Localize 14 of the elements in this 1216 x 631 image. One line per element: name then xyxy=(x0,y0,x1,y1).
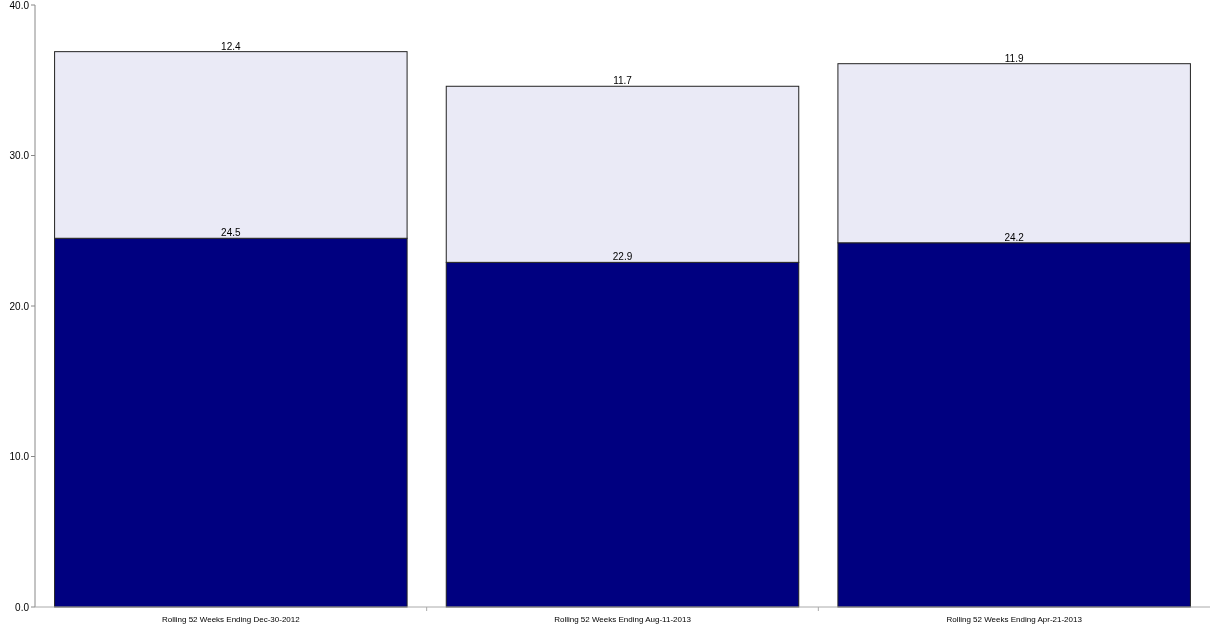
y-tick-label: 10.0 xyxy=(9,451,30,462)
data-label: 12.4 xyxy=(221,40,241,52)
y-tick-label: 40.0 xyxy=(9,0,30,11)
data-label: 24.2 xyxy=(1004,231,1025,243)
y-tick-label: 20.0 xyxy=(9,300,30,312)
data-label: 11.7 xyxy=(613,75,633,87)
y-tick-label: 30.0 xyxy=(9,150,30,161)
data-label: 24.5 xyxy=(221,227,241,239)
x-tick-label: Rolling 52 Weeks Ending Apr-21-2013 xyxy=(946,615,1083,624)
y-tick-label: 0.0 xyxy=(15,601,30,613)
x-tick-label: Rolling 52 Weeks Ending Dec-30-2012 xyxy=(161,615,301,624)
data-label: 22.9 xyxy=(612,251,633,263)
data-label: 11.9 xyxy=(1004,52,1024,64)
x-tick-label: Rolling 52 Weeks Ending Aug-11-2013 xyxy=(554,615,692,624)
